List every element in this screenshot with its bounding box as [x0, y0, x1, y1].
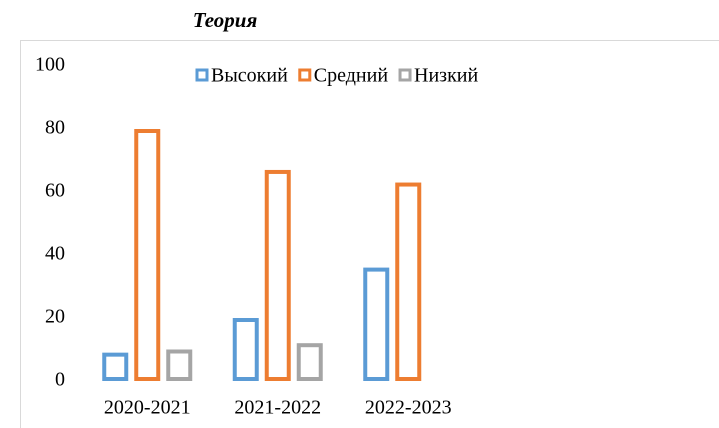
y-tick-label: 0	[55, 369, 65, 391]
chart-title: Теория	[193, 8, 258, 32]
y-tick-label: 40	[45, 243, 65, 265]
y-tick-label: 20	[45, 306, 65, 328]
bar	[232, 318, 259, 381]
legend-label: Низкий	[414, 65, 478, 87]
legend-label: Средний	[314, 65, 389, 87]
legend-swatch	[298, 68, 312, 82]
legend-swatch	[398, 68, 412, 82]
y-tick-label: 100	[35, 54, 65, 76]
bar	[363, 267, 390, 382]
x-tick-label: 2021-2022	[234, 397, 321, 419]
bar	[395, 182, 422, 381]
bar	[102, 352, 129, 381]
bar	[134, 129, 161, 381]
legend-swatch	[195, 68, 209, 82]
bar	[166, 349, 193, 381]
legend-label: Высокий	[211, 65, 288, 87]
x-tick-label: 2020-2021	[104, 397, 191, 419]
bar	[264, 169, 291, 381]
y-tick-label: 60	[45, 180, 65, 202]
y-tick-label: 80	[45, 117, 65, 139]
bar	[296, 343, 323, 382]
x-tick-label: 2022-2023	[365, 397, 452, 419]
